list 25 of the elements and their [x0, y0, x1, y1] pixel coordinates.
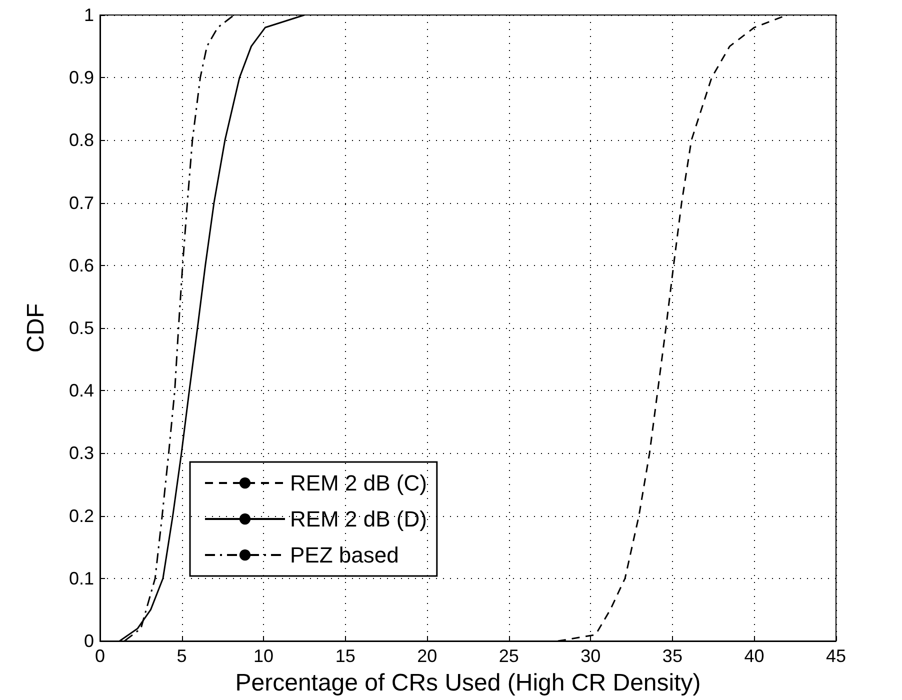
y-axis-title: CDF [22, 303, 50, 353]
y-tick-label: 0.9 [68, 68, 94, 88]
legend-label: REM 2 dB (D) [290, 506, 427, 532]
y-tick-label: 0.2 [68, 506, 94, 526]
x-tick-label: 30 [580, 646, 601, 666]
x-tick-label: 15 [335, 646, 356, 666]
x-tick-label: 35 [662, 646, 682, 666]
y-tick-label: 1 [84, 5, 94, 25]
y-tick-label: 0.1 [68, 568, 94, 588]
y-tick-label: 0.4 [68, 380, 94, 401]
legend-label: PEZ based [290, 542, 399, 568]
x-axis-title: Percentage of CRs Used (High CR Density) [235, 670, 701, 696]
x-tick-label: 40 [744, 646, 764, 666]
y-tick-label: 0.5 [68, 318, 94, 338]
y-tick-label: 0.3 [68, 443, 94, 464]
x-tick-label: 20 [417, 646, 438, 666]
y-tick-label: 0 [84, 631, 94, 651]
y-tick-label: 0.6 [68, 255, 94, 276]
x-tick-label: 25 [498, 646, 519, 666]
x-tick-label: 5 [176, 646, 187, 666]
x-tick-label: 10 [254, 646, 274, 666]
y-tick-label: 0.8 [68, 130, 94, 150]
legend-label: REM 2 dB (C) [290, 470, 427, 496]
y-tick-label: 0.7 [68, 192, 94, 213]
x-tick-label: 45 [826, 646, 846, 666]
